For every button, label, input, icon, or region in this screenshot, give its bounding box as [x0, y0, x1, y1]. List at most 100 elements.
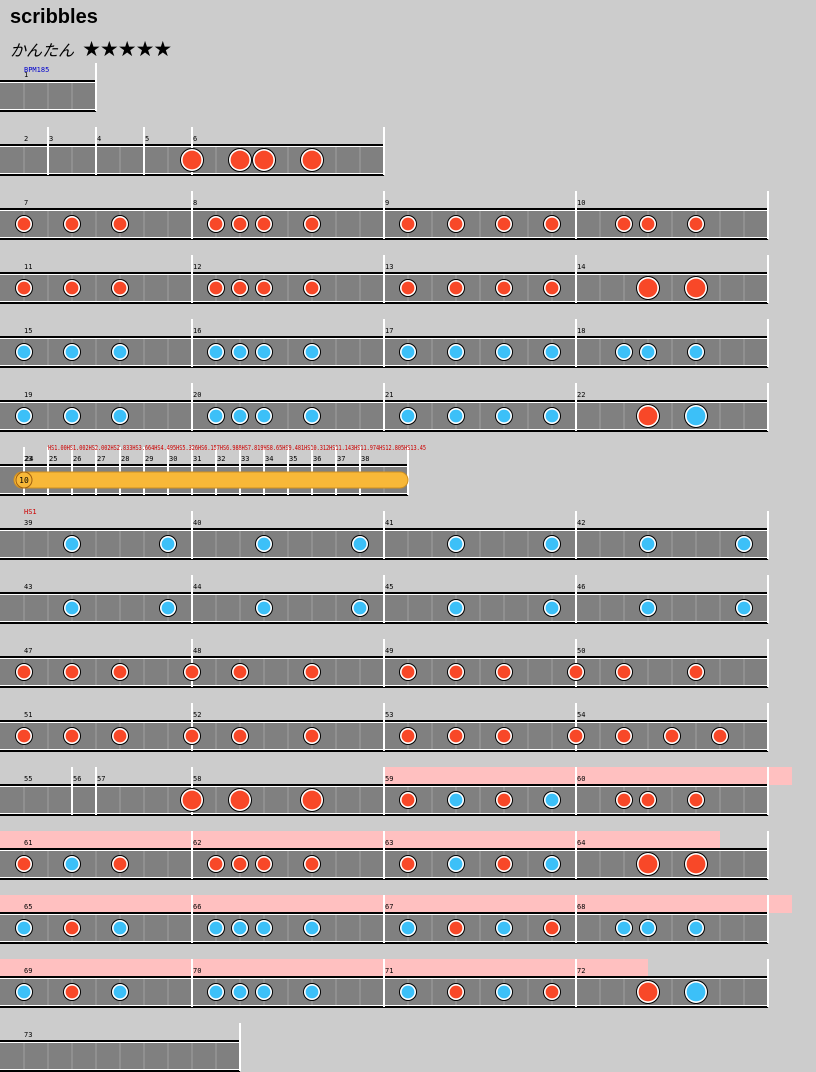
big-don-note: [302, 150, 322, 170]
don-note: [665, 729, 679, 743]
big-ka-note: [686, 982, 706, 1002]
measure-number: 6: [193, 135, 197, 143]
measure-number: 35: [289, 455, 297, 463]
ka-note: [113, 921, 127, 935]
measure-number: 24: [25, 455, 33, 463]
chart-row: [0, 511, 769, 560]
lane-border-bottom: [0, 110, 96, 112]
difficulty-stars: ★★★★★: [82, 37, 172, 61]
chart-row: [0, 319, 769, 368]
measure-number: 67: [385, 903, 393, 911]
lane-border-top: [0, 464, 408, 466]
chart-row: [0, 63, 97, 112]
ka-note: [545, 345, 559, 359]
don-note: [233, 857, 247, 871]
chart-row: [0, 703, 769, 752]
lane-highlight-bottom: [0, 493, 408, 494]
ka-note: [449, 601, 463, 615]
don-note: [65, 729, 79, 743]
measure-number: 26: [73, 455, 81, 463]
lane-border-bottom: [0, 1070, 240, 1072]
don-note: [689, 665, 703, 679]
ka-note: [497, 409, 511, 423]
ka-note: [305, 921, 319, 935]
drumroll-head: [15, 471, 33, 489]
lane-highlight-bottom: [0, 109, 96, 110]
measure-number: 48: [193, 647, 201, 655]
ka-note: [305, 985, 319, 999]
don-note: [113, 857, 127, 871]
don-note: [569, 729, 583, 743]
don-note: [257, 217, 271, 231]
measure-number: 34: [265, 455, 273, 463]
don-note: [617, 793, 631, 807]
measure-number: 55: [24, 775, 32, 783]
measure-number: 33: [241, 455, 249, 463]
don-note: [545, 985, 559, 999]
measure-number: 60: [577, 775, 585, 783]
ka-note: [305, 409, 319, 423]
measure-number: 23: [24, 455, 32, 463]
measure-number: 59: [385, 775, 393, 783]
measure-number: 25: [49, 455, 57, 463]
ka-note: [257, 345, 271, 359]
don-note: [617, 665, 631, 679]
measure-number: 68: [577, 903, 585, 911]
don-note: [617, 217, 631, 231]
ka-note: [449, 537, 463, 551]
don-note: [305, 281, 319, 295]
don-note: [617, 729, 631, 743]
chart-row: [0, 575, 769, 624]
don-note: [305, 729, 319, 743]
measure-number: 57: [97, 775, 105, 783]
don-note: [17, 281, 31, 295]
ka-note: [17, 985, 31, 999]
chart-row: [0, 191, 769, 240]
don-note: [713, 729, 727, 743]
ka-note: [65, 857, 79, 871]
ka-note: [113, 985, 127, 999]
don-note: [497, 665, 511, 679]
measure-number: 18: [577, 327, 585, 335]
measure-number: 39: [24, 519, 32, 527]
measure-number: 41: [385, 519, 393, 527]
measure-number: 30: [169, 455, 177, 463]
measure-number: 71: [385, 967, 393, 975]
ka-note: [257, 601, 271, 615]
ka-note: [233, 345, 247, 359]
don-note: [545, 217, 559, 231]
ka-note: [65, 601, 79, 615]
don-note: [449, 985, 463, 999]
lane-highlight-top: [0, 82, 96, 83]
don-note: [545, 281, 559, 295]
ka-note: [545, 857, 559, 871]
chart-row: [0, 767, 792, 816]
don-note: [449, 281, 463, 295]
ka-note: [353, 537, 367, 551]
measure-number: 56: [73, 775, 81, 783]
lane-highlight-bottom: [0, 1069, 240, 1070]
measure-number: 72: [577, 967, 585, 975]
measure-number: 49: [385, 647, 393, 655]
big-don-note: [254, 150, 274, 170]
scroll-speed-labels: HS1.00HS1.002HS2.002HS2.833HS3.664HS4.49…: [48, 444, 426, 452]
ka-note: [449, 793, 463, 807]
don-note: [233, 665, 247, 679]
measure-number: 53: [385, 711, 393, 719]
ka-note: [113, 345, 127, 359]
measure-number: 45: [385, 583, 393, 591]
measure-number: 51: [24, 711, 32, 719]
don-note: [497, 729, 511, 743]
measure-number: 14: [577, 263, 585, 271]
lane-border-top: [0, 1040, 240, 1042]
big-don-note: [302, 790, 322, 810]
ka-note: [17, 921, 31, 935]
ka-note: [545, 409, 559, 423]
don-note: [641, 793, 655, 807]
ka-note: [737, 601, 751, 615]
measure-number: 42: [577, 519, 585, 527]
chart-row: 10: [0, 447, 409, 496]
ka-note: [545, 793, 559, 807]
big-don-note: [686, 278, 706, 298]
chart-row: [0, 639, 769, 688]
